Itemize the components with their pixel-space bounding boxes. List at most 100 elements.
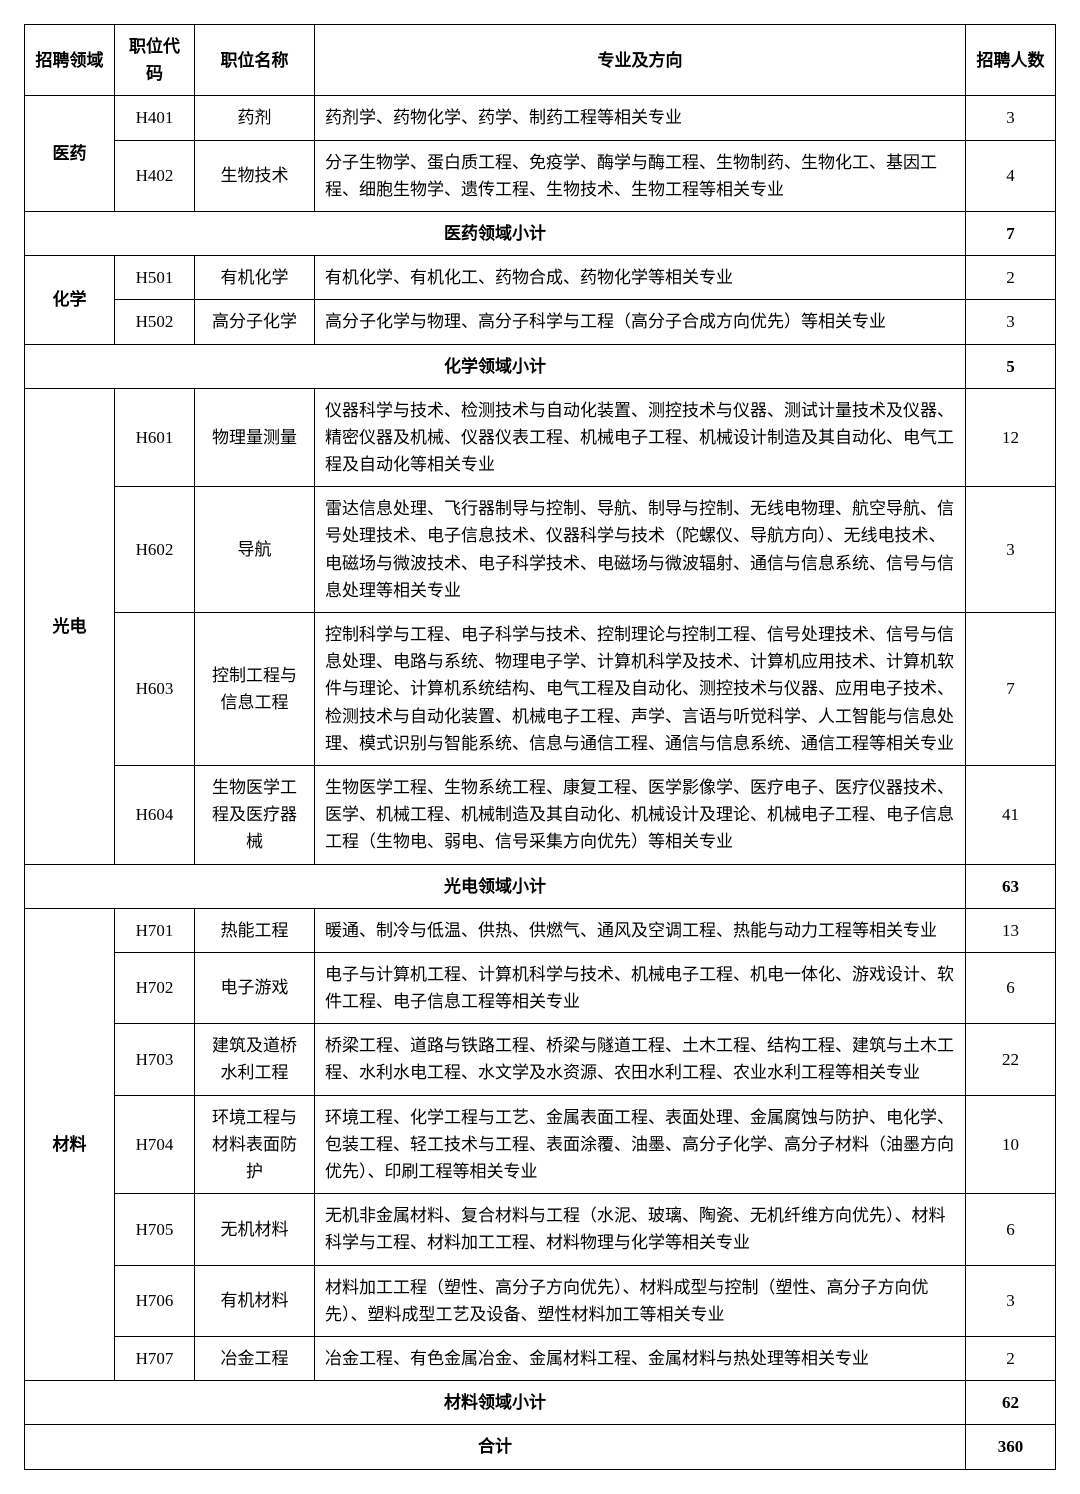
code-cell: H502 [115,300,195,344]
table-row: H402生物技术分子生物学、蛋白质工程、免疫学、酶学与酶工程、生物制药、生物化工… [25,140,1056,211]
direction-cell: 暖通、制冷与低温、供热、供燃气、通风及空调工程、热能与动力工程等相关专业 [315,908,966,952]
table-row: H602导航雷达信息处理、飞行器制导与控制、导航、制导与控制、无线电物理、航空导… [25,487,1056,613]
name-cell: 生物医学工程及医疗器械 [195,765,315,864]
name-cell: 导航 [195,487,315,613]
subtotal-row: 材料领域小计62 [25,1381,1056,1425]
count-cell: 4 [966,140,1056,211]
name-cell: 电子游戏 [195,952,315,1023]
code-cell: H603 [115,613,195,766]
name-cell: 建筑及道桥水利工程 [195,1024,315,1095]
code-cell: H704 [115,1095,195,1194]
count-cell: 6 [966,1194,1056,1265]
field-cell: 化学 [25,256,115,344]
subtotal-label: 光电领域小计 [25,864,966,908]
table-row: H604生物医学工程及医疗器械生物医学工程、生物系统工程、康复工程、医学影像学、… [25,765,1056,864]
name-cell: 物理量测量 [195,388,315,487]
recruitment-table: 招聘领域 职位代码 职位名称 专业及方向 招聘人数 医药H401药剂药剂学、药物… [24,24,1056,1470]
header-name: 职位名称 [195,25,315,96]
subtotal-count: 5 [966,344,1056,388]
table-row: H603控制工程与信息工程控制科学与工程、电子科学与技术、控制理论与控制工程、信… [25,613,1056,766]
count-cell: 3 [966,1265,1056,1336]
count-cell: 13 [966,908,1056,952]
table-row: H704环境工程与材料表面防护环境工程、化学工程与工艺、金属表面工程、表面处理、… [25,1095,1056,1194]
subtotal-count: 62 [966,1381,1056,1425]
count-cell: 41 [966,765,1056,864]
table-row: H706有机材料材料加工工程（塑性、高分子方向优先）、材料成型与控制（塑性、高分… [25,1265,1056,1336]
field-cell: 材料 [25,908,115,1380]
table-row: H702电子游戏电子与计算机工程、计算机科学与技术、机械电子工程、机电一体化、游… [25,952,1056,1023]
code-cell: H702 [115,952,195,1023]
name-cell: 生物技术 [195,140,315,211]
direction-cell: 高分子化学与物理、高分子科学与工程（高分子合成方向优先）等相关专业 [315,300,966,344]
direction-cell: 控制科学与工程、电子科学与技术、控制理论与控制工程、信号处理技术、信号与信息处理… [315,613,966,766]
count-cell: 2 [966,1336,1056,1380]
name-cell: 无机材料 [195,1194,315,1265]
count-cell: 6 [966,952,1056,1023]
direction-cell: 无机非金属材料、复合材料与工程（水泥、玻璃、陶瓷、无机纤维方向优先）、材料科学与… [315,1194,966,1265]
table-row: H705无机材料无机非金属材料、复合材料与工程（水泥、玻璃、陶瓷、无机纤维方向优… [25,1194,1056,1265]
count-cell: 3 [966,487,1056,613]
code-cell: H401 [115,96,195,140]
name-cell: 有机材料 [195,1265,315,1336]
count-cell: 12 [966,388,1056,487]
table-row: H703建筑及道桥水利工程桥梁工程、道路与铁路工程、桥梁与隧道工程、土木工程、结… [25,1024,1056,1095]
name-cell: 药剂 [195,96,315,140]
code-cell: H706 [115,1265,195,1336]
table-row: 化学H501有机化学有机化学、有机化工、药物合成、药物化学等相关专业2 [25,256,1056,300]
code-cell: H501 [115,256,195,300]
direction-cell: 环境工程、化学工程与工艺、金属表面工程、表面处理、金属腐蚀与防护、电化学、包装工… [315,1095,966,1194]
direction-cell: 有机化学、有机化工、药物合成、药物化学等相关专业 [315,256,966,300]
direction-cell: 冶金工程、有色金属冶金、金属材料工程、金属材料与热处理等相关专业 [315,1336,966,1380]
name-cell: 冶金工程 [195,1336,315,1380]
code-cell: H703 [115,1024,195,1095]
code-cell: H402 [115,140,195,211]
field-cell: 光电 [25,388,115,864]
name-cell: 热能工程 [195,908,315,952]
name-cell: 有机化学 [195,256,315,300]
subtotal-row: 光电领域小计63 [25,864,1056,908]
direction-cell: 药剂学、药物化学、药学、制药工程等相关专业 [315,96,966,140]
table-header-row: 招聘领域 职位代码 职位名称 专业及方向 招聘人数 [25,25,1056,96]
header-count: 招聘人数 [966,25,1056,96]
direction-cell: 分子生物学、蛋白质工程、免疫学、酶学与酶工程、生物制药、生物化工、基因工程、细胞… [315,140,966,211]
subtotal-count: 7 [966,211,1056,255]
table-row: 光电H601物理量测量仪器科学与技术、检测技术与自动化装置、测控技术与仪器、测试… [25,388,1056,487]
direction-cell: 生物医学工程、生物系统工程、康复工程、医学影像学、医疗电子、医疗仪器技术、医学、… [315,765,966,864]
grand-total-count: 360 [966,1425,1056,1469]
name-cell: 环境工程与材料表面防护 [195,1095,315,1194]
subtotal-row: 化学领域小计5 [25,344,1056,388]
count-cell: 7 [966,613,1056,766]
table-row: H707冶金工程冶金工程、有色金属冶金、金属材料工程、金属材料与热处理等相关专业… [25,1336,1056,1380]
field-cell: 医药 [25,96,115,212]
code-cell: H701 [115,908,195,952]
direction-cell: 桥梁工程、道路与铁路工程、桥梁与隧道工程、土木工程、结构工程、建筑与土木工程、水… [315,1024,966,1095]
header-field: 招聘领域 [25,25,115,96]
subtotal-label: 材料领域小计 [25,1381,966,1425]
header-direction: 专业及方向 [315,25,966,96]
table-row: 医药H401药剂药剂学、药物化学、药学、制药工程等相关专业3 [25,96,1056,140]
direction-cell: 仪器科学与技术、检测技术与自动化装置、测控技术与仪器、测试计量技术及仪器、精密仪… [315,388,966,487]
direction-cell: 电子与计算机工程、计算机科学与技术、机械电子工程、机电一体化、游戏设计、软件工程… [315,952,966,1023]
count-cell: 10 [966,1095,1056,1194]
table-row: 材料H701热能工程暖通、制冷与低温、供热、供燃气、通风及空调工程、热能与动力工… [25,908,1056,952]
code-cell: H707 [115,1336,195,1380]
count-cell: 3 [966,96,1056,140]
code-cell: H604 [115,765,195,864]
subtotal-count: 63 [966,864,1056,908]
table-row: H502高分子化学高分子化学与物理、高分子科学与工程（高分子合成方向优先）等相关… [25,300,1056,344]
name-cell: 控制工程与信息工程 [195,613,315,766]
header-code: 职位代码 [115,25,195,96]
grand-total-label: 合计 [25,1425,966,1469]
direction-cell: 材料加工工程（塑性、高分子方向优先）、材料成型与控制（塑性、高分子方向优先）、塑… [315,1265,966,1336]
subtotal-label: 医药领域小计 [25,211,966,255]
grand-total-row: 合计360 [25,1425,1056,1469]
code-cell: H602 [115,487,195,613]
code-cell: H705 [115,1194,195,1265]
subtotal-label: 化学领域小计 [25,344,966,388]
code-cell: H601 [115,388,195,487]
count-cell: 2 [966,256,1056,300]
direction-cell: 雷达信息处理、飞行器制导与控制、导航、制导与控制、无线电物理、航空导航、信号处理… [315,487,966,613]
name-cell: 高分子化学 [195,300,315,344]
count-cell: 22 [966,1024,1056,1095]
count-cell: 3 [966,300,1056,344]
